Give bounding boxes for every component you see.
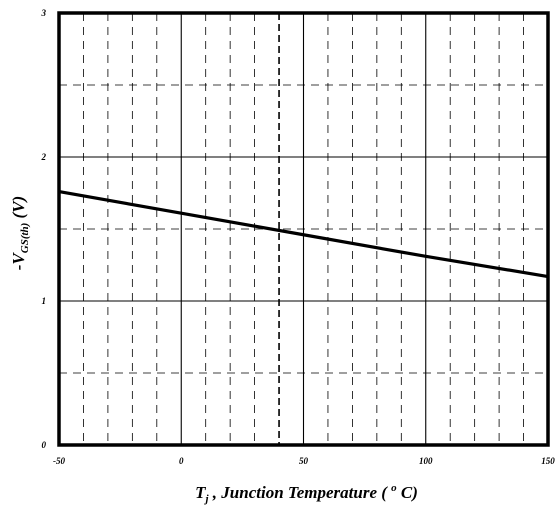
x-tick-label: 150 xyxy=(541,456,555,466)
y-axis-title-main: -V xyxy=(9,252,28,271)
x-tick-label: 100 xyxy=(419,456,433,466)
x-tick-label: 0 xyxy=(179,456,184,466)
x-tick-label: 50 xyxy=(299,456,309,466)
y-axis-title-sub: GS(th) xyxy=(19,223,31,254)
x-axis-title-rest: , Junction Temperature ( xyxy=(209,483,392,502)
y-tick-label: 2 xyxy=(41,152,47,162)
series-lines xyxy=(58,189,549,279)
x-axis-title-sub: j xyxy=(203,493,209,505)
y-axis-title: -VGS(th) (V) xyxy=(9,196,31,270)
x-axis-title-sup: o xyxy=(391,482,397,494)
grid xyxy=(59,13,548,445)
x-tick-label: -50 xyxy=(53,456,65,466)
y-tick-label: 1 xyxy=(42,296,47,306)
series-line-0 xyxy=(58,189,549,279)
y-tick-label: 3 xyxy=(41,8,47,18)
x-axis-title-end: C) xyxy=(397,483,418,502)
tick-labels: -50 0 50 100 150 0 1 2 3 xyxy=(41,8,556,466)
x-axis-title-main: T xyxy=(195,483,206,502)
y-tick-label: 0 xyxy=(42,440,47,450)
y-axis-title-rest: (V) xyxy=(9,196,28,223)
x-axis-title: Tj , Junction Temperature ( o C) xyxy=(195,482,418,505)
plot-frame xyxy=(57,11,550,447)
